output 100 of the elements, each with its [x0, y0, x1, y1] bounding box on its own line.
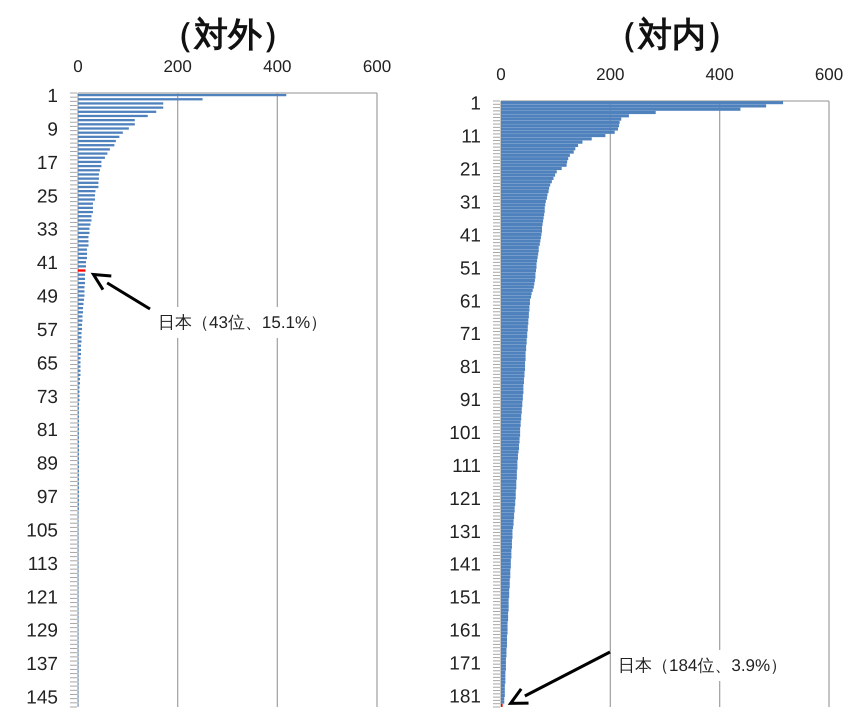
bar: [501, 404, 522, 408]
bar: [501, 516, 514, 520]
bar: [501, 417, 522, 420]
y-tick-label: 105: [26, 520, 58, 542]
bar: [501, 259, 538, 262]
bar: [501, 539, 512, 542]
y-tick-label: 51: [460, 258, 481, 280]
bar: [501, 272, 536, 276]
bar: [501, 638, 508, 642]
bar: [78, 215, 92, 218]
bar: [501, 256, 538, 260]
bar: [78, 136, 120, 138]
bar: [78, 344, 81, 347]
bar: [501, 690, 505, 694]
bar: [501, 354, 526, 358]
y-tick-label: 1: [470, 94, 481, 115]
bar: [501, 186, 550, 190]
bar: [501, 232, 542, 236]
bar: [501, 694, 505, 698]
bar: [501, 364, 526, 368]
bar: [501, 230, 542, 233]
bar: [501, 144, 578, 148]
bar: [501, 670, 506, 674]
bar: [78, 261, 86, 264]
bar: [501, 470, 517, 474]
bar: [501, 252, 538, 256]
bar: [501, 312, 529, 315]
bar: [501, 651, 506, 654]
bar: [501, 506, 515, 510]
bar: [501, 220, 544, 223]
bar: [78, 228, 90, 230]
bar: [501, 400, 522, 404]
bar: [501, 424, 521, 427]
bar: [501, 269, 536, 272]
bar: [78, 194, 95, 196]
bar: [501, 502, 516, 506]
x-tick-label: 600: [814, 65, 844, 84]
bar: [501, 242, 540, 246]
bar: [78, 336, 82, 338]
bar: [501, 648, 506, 651]
bar: [78, 324, 82, 326]
bar: [501, 529, 512, 532]
bar: [501, 332, 528, 335]
bar: [501, 602, 509, 605]
chart-title: （対内）: [604, 16, 740, 54]
bar: [78, 265, 86, 268]
bar: [501, 456, 518, 460]
bar: [78, 98, 203, 100]
bar: [501, 628, 508, 632]
bar: [501, 562, 511, 566]
bar: [501, 568, 510, 572]
bar: [501, 585, 510, 588]
bar: [78, 274, 85, 276]
bar: [501, 608, 509, 612]
bar: [501, 302, 530, 306]
bar: [501, 286, 534, 289]
bar: [501, 378, 524, 381]
bar: [501, 278, 535, 282]
bar: [501, 298, 530, 302]
bar: [501, 450, 518, 454]
bar: [501, 509, 515, 513]
bar: [501, 697, 504, 700]
bar: [501, 466, 518, 470]
bar: [501, 668, 506, 671]
bar: [78, 278, 85, 280]
bar: [78, 119, 135, 122]
bar: [78, 240, 88, 242]
bar: [501, 578, 510, 582]
bar: [501, 150, 574, 154]
bar: [501, 200, 546, 204]
bar: [501, 381, 524, 384]
bar: [501, 680, 506, 684]
bar: [78, 311, 83, 314]
bar: [501, 101, 784, 104]
bar: [501, 476, 517, 480]
bar: [78, 306, 83, 310]
bar: [501, 249, 539, 252]
y-tick-label: 97: [36, 487, 58, 508]
y-tick-label: 121: [26, 587, 58, 608]
bar: [78, 236, 88, 238]
bar: [501, 440, 520, 444]
y-tick-label: 57: [36, 320, 58, 341]
bar: [501, 292, 532, 296]
bar: [501, 190, 549, 194]
y-tick-label: 33: [36, 220, 58, 241]
bar: [501, 147, 576, 150]
bar: [501, 634, 508, 638]
bar: [501, 658, 506, 661]
bar: [78, 169, 100, 172]
bar: [501, 206, 545, 210]
y-tick-label: 111: [452, 456, 481, 477]
bar: [501, 496, 516, 500]
y-tick-label: 61: [460, 291, 481, 312]
bar: [501, 174, 556, 177]
y-tick-label: 81: [460, 357, 481, 378]
x-tick-label: 400: [263, 57, 292, 76]
bar: [501, 522, 514, 526]
bar: [78, 219, 92, 222]
y-tick-label: 71: [460, 324, 481, 346]
bar: [501, 180, 552, 184]
